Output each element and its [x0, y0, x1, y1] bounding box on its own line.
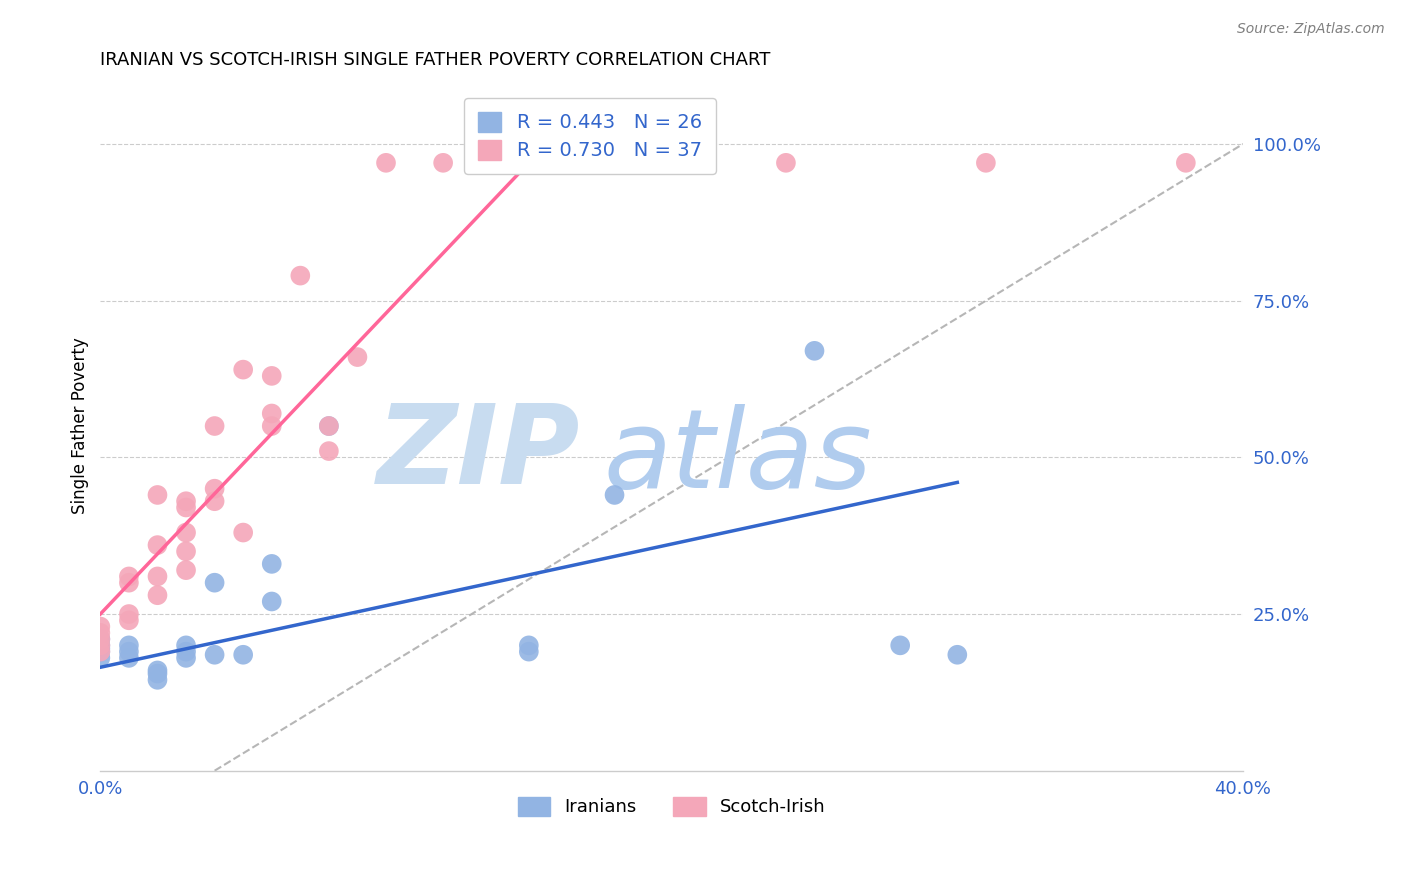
Legend: Iranians, Scotch-Irish: Iranians, Scotch-Irish — [510, 790, 832, 823]
Point — [89, 645, 111, 659]
Point — [118, 645, 141, 659]
Point — [146, 588, 169, 602]
Point — [89, 632, 111, 646]
Point — [174, 525, 197, 540]
Point — [260, 368, 283, 383]
Point — [146, 673, 169, 687]
Point — [318, 444, 340, 458]
Point — [204, 575, 226, 590]
Point — [174, 638, 197, 652]
Point — [432, 156, 454, 170]
Point — [489, 156, 512, 170]
Point — [260, 557, 283, 571]
Text: Source: ZipAtlas.com: Source: ZipAtlas.com — [1237, 22, 1385, 37]
Point — [517, 645, 540, 659]
Point — [89, 638, 111, 652]
Point — [775, 156, 797, 170]
Text: ZIP: ZIP — [377, 401, 581, 507]
Point — [232, 525, 254, 540]
Point — [260, 419, 283, 434]
Point — [174, 494, 197, 508]
Point — [118, 569, 141, 583]
Point — [118, 613, 141, 627]
Point — [346, 350, 368, 364]
Point — [260, 594, 283, 608]
Point — [546, 156, 568, 170]
Point — [889, 638, 911, 652]
Text: atlas: atlas — [603, 403, 872, 510]
Point — [174, 645, 197, 659]
Point — [118, 575, 141, 590]
Point — [146, 569, 169, 583]
Point — [174, 544, 197, 558]
Point — [204, 494, 226, 508]
Point — [146, 538, 169, 552]
Point — [803, 343, 825, 358]
Point — [946, 648, 969, 662]
Text: IRANIAN VS SCOTCH-IRISH SINGLE FATHER POVERTY CORRELATION CHART: IRANIAN VS SCOTCH-IRISH SINGLE FATHER PO… — [100, 51, 770, 69]
Point — [89, 625, 111, 640]
Point — [204, 482, 226, 496]
Point — [1174, 156, 1197, 170]
Point — [89, 619, 111, 633]
Point — [318, 419, 340, 434]
Point — [290, 268, 312, 283]
Point — [89, 645, 111, 659]
Point — [375, 156, 398, 170]
Point — [174, 563, 197, 577]
Y-axis label: Single Father Poverty: Single Father Poverty — [72, 338, 89, 515]
Point — [89, 641, 111, 656]
Point — [89, 638, 111, 652]
Point — [603, 488, 626, 502]
Point — [118, 651, 141, 665]
Point — [146, 664, 169, 678]
Point — [89, 632, 111, 646]
Point — [174, 500, 197, 515]
Point — [204, 648, 226, 662]
Point — [974, 156, 997, 170]
Point — [174, 651, 197, 665]
Point — [146, 488, 169, 502]
Point — [146, 666, 169, 681]
Point — [232, 362, 254, 376]
Point — [118, 638, 141, 652]
Point — [118, 607, 141, 621]
Point — [89, 651, 111, 665]
Point — [204, 419, 226, 434]
Point — [232, 648, 254, 662]
Point — [260, 407, 283, 421]
Point — [318, 419, 340, 434]
Point — [517, 638, 540, 652]
